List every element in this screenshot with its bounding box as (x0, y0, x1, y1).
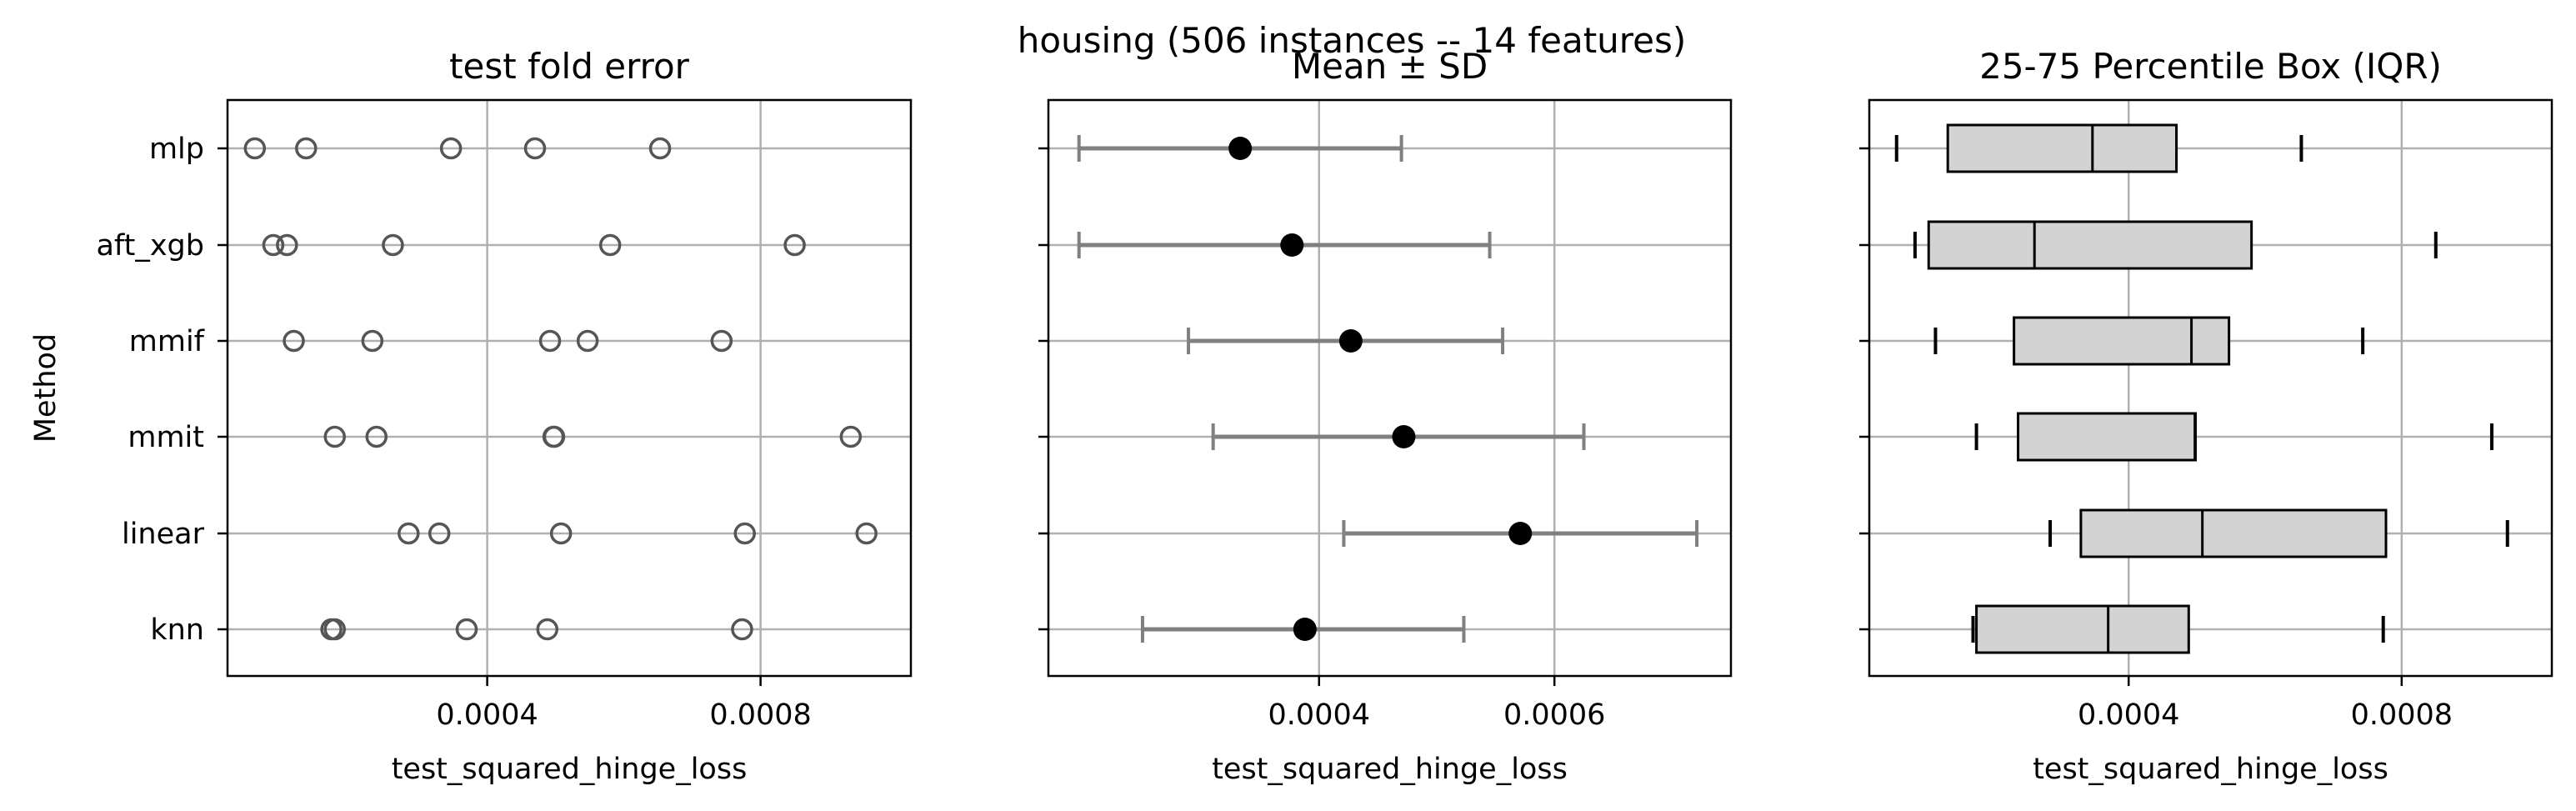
data-point-linear (428, 522, 451, 545)
x-tick-label: 0.0004 (436, 698, 538, 732)
x-axis-label: test_squared_hinge_loss (392, 753, 748, 786)
data-point-mlp (243, 137, 267, 160)
panel-title: 25-75 Percentile Box (IQR) (1979, 46, 2442, 87)
iqr-box-linear (2079, 508, 2388, 558)
data-point-knn (455, 618, 478, 641)
iqr-box-knn (1975, 604, 2190, 654)
data-point-knn (536, 618, 559, 641)
data-point-linear (549, 522, 573, 545)
mean-point-mmif (1338, 329, 1363, 353)
panel-2: 0.0004 0.0006 Mean ± SD test_squared_hinge_… (1038, 46, 1733, 786)
axes-frame (1047, 98, 1733, 678)
data-point-mmif (361, 329, 384, 353)
data-point-aft_xgb (262, 233, 285, 257)
data-point-mlp (648, 137, 672, 160)
iqr-box-mmif (2013, 316, 2231, 366)
x-tick-label: 0.0004 (2078, 698, 2179, 732)
data-point-mmit (839, 425, 863, 448)
data-point-mmif (576, 329, 599, 353)
data-point-knn (323, 618, 346, 641)
data-point-linear (398, 522, 420, 545)
data-point-mlp (295, 137, 318, 160)
iqr-box-mlp (1946, 123, 2178, 173)
mean-point-mmit (1392, 425, 1416, 448)
y-tick-label: mmif (129, 325, 205, 358)
axes-frame (1868, 98, 2553, 678)
y-tick-label: aft_xgb (96, 229, 204, 263)
data-point-mmit (365, 425, 388, 448)
figure-suptitle: housing (506 instances -- 14 features) (1018, 20, 1687, 61)
iqr-box-aft_xgb (1927, 220, 2253, 270)
mean-point-mlp (1228, 137, 1253, 160)
mean-point-aft_xgb (1280, 233, 1304, 257)
iqr-box-mmit (2017, 412, 2197, 462)
x-tick-label: 0.0008 (2351, 698, 2453, 732)
data-point-aft_xgb (276, 233, 298, 257)
mean-point-linear (1508, 522, 1533, 545)
panel-title: test fold error (449, 46, 690, 87)
data-point-mlp (439, 137, 463, 160)
y-tick-label: knn (150, 613, 204, 647)
panel-3: 0.0004 0.0008 25-75 Percentile Box (IQR) te… (1859, 46, 2553, 786)
data-point-linear (733, 522, 756, 545)
y-tick-label: mlp (149, 133, 204, 166)
data-point-mmif (538, 329, 562, 353)
data-point-mmit (543, 425, 566, 448)
x-tick-label: 0.0006 (1503, 698, 1605, 732)
data-point-aft_xgb (382, 233, 404, 257)
data-point-aft_xgb (598, 233, 622, 257)
data-point-knn (731, 618, 753, 641)
data-point-mmif (283, 329, 305, 353)
x-tick-label: 0.0008 (709, 698, 811, 732)
axes-frame (226, 98, 913, 678)
mean-point-knn (1293, 618, 1317, 641)
y-axis-label: Method (29, 333, 63, 443)
data-point-aft_xgb (783, 233, 806, 257)
data-point-mmit (323, 425, 346, 448)
panel-title: Mean ± SD (1292, 46, 1488, 87)
data-point-mmif (710, 329, 733, 353)
x-axis-label: test_squared_hinge_loss (1212, 753, 1568, 786)
x-axis-label: test_squared_hinge_loss (2033, 753, 2388, 786)
data-point-mlp (523, 137, 547, 160)
data-point-linear (855, 522, 878, 545)
x-tick-label: 0.0004 (1268, 698, 1370, 732)
y-tick-label: mmit (128, 421, 204, 454)
y-tick-label: linear (122, 518, 205, 551)
